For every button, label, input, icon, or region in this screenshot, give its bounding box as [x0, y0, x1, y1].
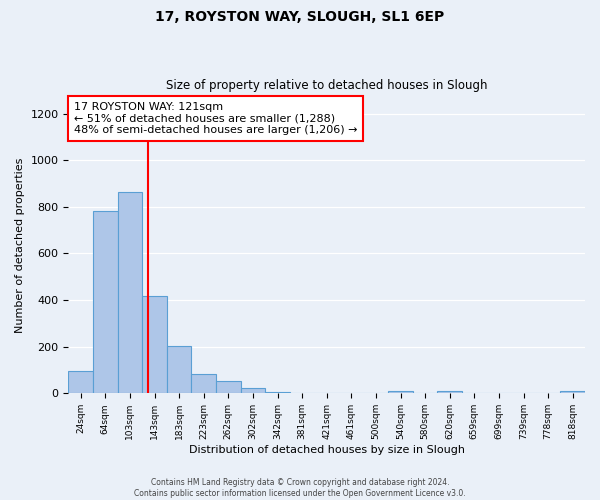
- Bar: [93, 211, 118, 394]
- Bar: [290, 392, 314, 394]
- Bar: [142, 296, 167, 394]
- Text: Contains HM Land Registry data © Crown copyright and database right 2024.
Contai: Contains HM Land Registry data © Crown c…: [134, 478, 466, 498]
- Y-axis label: Number of detached properties: Number of detached properties: [15, 158, 25, 333]
- Bar: [265, 392, 290, 394]
- Bar: [388, 392, 413, 394]
- Bar: [68, 371, 93, 394]
- Bar: [216, 381, 241, 394]
- Bar: [167, 346, 191, 394]
- Bar: [191, 374, 216, 394]
- Bar: [241, 388, 265, 394]
- Bar: [118, 192, 142, 394]
- Title: Size of property relative to detached houses in Slough: Size of property relative to detached ho…: [166, 79, 487, 92]
- X-axis label: Distribution of detached houses by size in Slough: Distribution of detached houses by size …: [189, 445, 465, 455]
- Text: 17 ROYSTON WAY: 121sqm
← 51% of detached houses are smaller (1,288)
48% of semi-: 17 ROYSTON WAY: 121sqm ← 51% of detached…: [74, 102, 357, 135]
- Bar: [560, 390, 585, 394]
- Text: 17, ROYSTON WAY, SLOUGH, SL1 6EP: 17, ROYSTON WAY, SLOUGH, SL1 6EP: [155, 10, 445, 24]
- Bar: [437, 390, 462, 394]
